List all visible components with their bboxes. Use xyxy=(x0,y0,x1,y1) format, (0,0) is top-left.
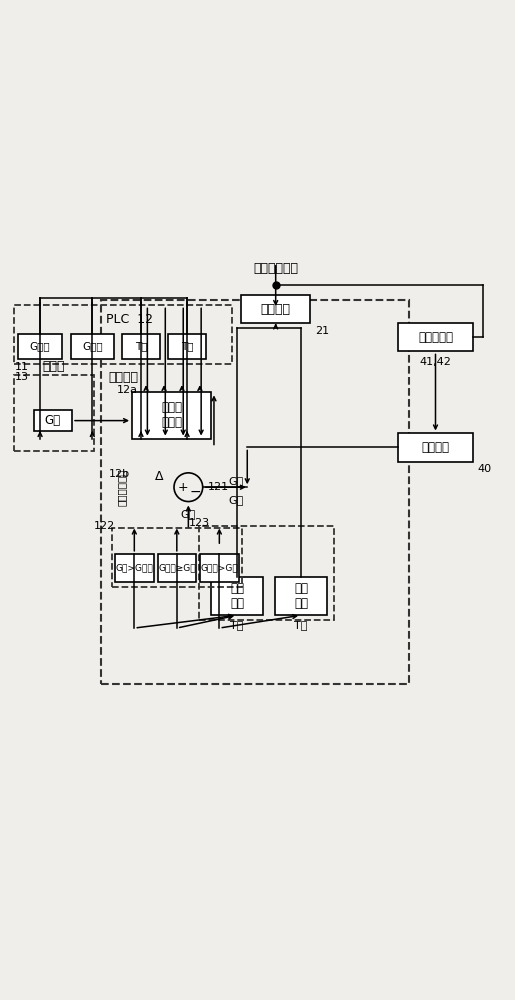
Bar xyxy=(199,526,334,620)
Text: G设: G设 xyxy=(181,509,196,519)
Text: PLC  12: PLC 12 xyxy=(107,313,153,326)
Bar xyxy=(115,554,153,582)
Text: −: − xyxy=(190,484,201,498)
Bar xyxy=(276,577,327,615)
Bar xyxy=(101,300,408,684)
Text: G净: G净 xyxy=(228,495,244,505)
Bar xyxy=(158,554,196,582)
Bar xyxy=(112,528,242,587)
Bar xyxy=(241,295,310,323)
Text: 21: 21 xyxy=(315,326,330,336)
Bar xyxy=(71,334,114,359)
Bar xyxy=(132,392,211,439)
Bar xyxy=(19,334,62,359)
Text: G设: G设 xyxy=(45,414,61,427)
Text: G精加≥G差: G精加≥G差 xyxy=(158,563,196,572)
Text: G结束: G结束 xyxy=(82,341,102,351)
Text: 开启
指令: 开启 指令 xyxy=(230,582,244,610)
Text: Δ: Δ xyxy=(155,470,164,483)
Text: 40: 40 xyxy=(478,464,492,474)
Text: 重量仪表: 重量仪表 xyxy=(421,441,450,454)
Text: 数据运算单元: 数据运算单元 xyxy=(117,468,127,506)
Text: T开: T开 xyxy=(135,341,147,351)
Text: T关: T关 xyxy=(295,620,308,630)
Text: T开: T开 xyxy=(230,620,244,630)
Text: 重量传感器: 重量传感器 xyxy=(418,331,453,344)
Text: 物料重量变化: 物料重量变化 xyxy=(253,262,298,275)
Text: 上位机: 上位机 xyxy=(43,360,65,373)
Text: 12a: 12a xyxy=(116,385,138,395)
Text: 12b: 12b xyxy=(109,469,130,479)
Bar xyxy=(168,334,207,359)
Bar xyxy=(399,323,473,351)
Bar xyxy=(200,554,238,582)
Text: 123: 123 xyxy=(188,518,210,528)
Text: G精加: G精加 xyxy=(30,341,50,351)
Text: G差: G差 xyxy=(228,476,244,486)
Text: 物料阀门: 物料阀门 xyxy=(261,303,290,316)
Text: G结束>G差: G结束>G差 xyxy=(200,563,238,572)
Bar xyxy=(14,375,94,451)
Bar xyxy=(33,410,72,431)
Text: 121: 121 xyxy=(208,482,229,492)
Text: 13: 13 xyxy=(15,372,29,382)
Text: 输入单元: 输入单元 xyxy=(108,371,138,384)
Text: 信号采
集单元: 信号采 集单元 xyxy=(161,401,182,429)
Bar xyxy=(399,433,473,462)
Text: +: + xyxy=(177,481,188,494)
Text: T关: T关 xyxy=(181,341,193,351)
Bar xyxy=(122,334,160,359)
Bar xyxy=(211,577,263,615)
Bar xyxy=(14,305,232,364)
Text: 41,42: 41,42 xyxy=(420,357,452,367)
Text: 122: 122 xyxy=(94,521,115,531)
Text: G差>G精加: G差>G精加 xyxy=(115,563,153,572)
Text: 关闭
指令: 关闭 指令 xyxy=(294,582,308,610)
Text: 11: 11 xyxy=(15,362,29,372)
